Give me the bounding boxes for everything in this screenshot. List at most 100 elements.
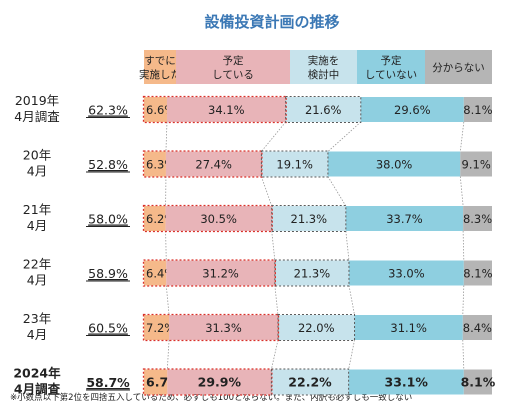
legend-box-1 <box>176 50 290 84</box>
data-label: 7.2% <box>146 321 175 335</box>
data-label: 8.3% <box>463 212 492 226</box>
data-label: 30.5% <box>200 212 237 226</box>
category-label-3-1: 4月 <box>27 273 47 288</box>
chart-title: 設備投資計画の推移 <box>204 13 339 31</box>
connector-line-4-2 <box>270 339 279 370</box>
data-label: 9.1% <box>462 158 491 172</box>
bar-segment <box>327 151 461 177</box>
bar-segment <box>463 206 492 231</box>
bar-segment <box>345 206 464 231</box>
data-label: 19.1% <box>276 158 313 172</box>
legend-box-4 <box>425 50 492 84</box>
bar-segment <box>360 97 464 122</box>
connector-line-4-1 <box>166 339 170 370</box>
data-label: 22.0% <box>298 321 335 335</box>
connector-line-2-4 <box>462 230 465 261</box>
bar-segment <box>460 151 492 177</box>
category-label-2-0: 21年 <box>23 202 51 217</box>
connector-line-2-1 <box>165 230 167 261</box>
bar-segment <box>261 151 328 177</box>
plan-total-label: 58.0% <box>88 212 128 227</box>
category-label-1-1: 4月 <box>27 164 47 179</box>
legend-label-1-1: している <box>212 69 254 81</box>
legend-label-1-0: 予定 <box>223 54 244 67</box>
category-label-1-0: 20年 <box>23 148 51 163</box>
connector-line-3-4 <box>462 285 465 316</box>
legend-box-3 <box>357 50 425 84</box>
bar-segment <box>348 260 464 286</box>
connector-line-3-3 <box>348 285 355 316</box>
connector-line-3-1 <box>165 285 170 316</box>
connector-line-0-3 <box>327 121 362 152</box>
data-label: 31.2% <box>202 267 239 281</box>
bar-segment <box>144 206 166 231</box>
bar-segment <box>167 369 272 395</box>
bar-segment <box>165 151 262 177</box>
data-label: 33.7% <box>386 212 423 226</box>
planned-outline <box>142 95 287 124</box>
bar-segment <box>144 315 170 340</box>
legend-label-3-0: 予定 <box>381 54 402 67</box>
planned-outline <box>142 204 273 233</box>
considering-outline <box>274 259 350 287</box>
data-label: 34.1% <box>208 103 245 117</box>
bar-segment <box>463 369 492 395</box>
legend-label-2-0: 実施を <box>308 54 340 67</box>
bar-segment <box>274 260 349 286</box>
connector-line-1-3 <box>327 176 347 207</box>
connector-line-1-2 <box>261 176 273 207</box>
data-label: 29.6% <box>394 103 431 117</box>
data-label: 21.6% <box>305 103 342 117</box>
category-label-2-1: 4月 <box>27 218 47 233</box>
bar-segment <box>166 260 275 286</box>
data-label: 29.9% <box>198 375 242 390</box>
data-label: 38.0% <box>376 158 413 172</box>
connector-line-2-3 <box>345 230 350 261</box>
plan-total-label: 58.9% <box>88 266 128 281</box>
legend-box-0 <box>144 50 176 84</box>
plan-total-label: 52.8% <box>88 157 128 172</box>
bar-segment <box>348 369 464 395</box>
category-label-0-1: 4月調査 <box>14 109 60 124</box>
data-label: 8.1% <box>463 103 492 117</box>
bar-segment <box>271 206 346 231</box>
data-label: 31.3% <box>205 321 242 335</box>
legend-label-3-1: していない <box>365 69 417 81</box>
bar-segment <box>165 206 272 231</box>
bar-segment <box>144 260 167 286</box>
bar-segment <box>277 315 355 340</box>
data-label: 21.3% <box>291 212 328 226</box>
bar-segment <box>144 151 166 177</box>
chart-footnote: ※小数点以下第2位を四捨五入しているため、必ずしも100とならない。また、内訳も… <box>10 392 412 403</box>
data-label: 8.1% <box>461 375 496 390</box>
data-label: 22.2% <box>288 375 332 390</box>
legend-label-2-1: 検討中 <box>308 68 340 81</box>
connector-line-0-4 <box>459 121 465 152</box>
data-label: 31.1% <box>390 321 427 335</box>
bar-segment <box>169 315 278 340</box>
data-label: 27.4% <box>195 158 232 172</box>
bar-segment <box>463 97 492 122</box>
considering-outline <box>270 368 350 396</box>
category-label-5-0: 2024年 <box>13 366 61 381</box>
connector-line-3-2 <box>274 285 279 316</box>
bar-segment <box>463 260 492 286</box>
connector-line-0-2 <box>261 121 286 152</box>
bar-segment <box>166 97 286 122</box>
bar-segment <box>144 97 167 122</box>
connector-line-4-3 <box>348 339 355 370</box>
data-label: 8.4% <box>463 321 492 335</box>
bar-segment <box>285 97 361 122</box>
considering-outline <box>277 314 356 341</box>
data-label: 33.1% <box>385 375 429 390</box>
bar-segment <box>462 315 492 340</box>
bar-segment <box>271 369 349 395</box>
considering-outline <box>285 96 362 123</box>
legend-label-4: 分からない <box>432 62 485 74</box>
bar-segment <box>354 315 463 340</box>
category-label-0-0: 2019年 <box>15 93 59 108</box>
plan-total-label: 62.3% <box>88 103 128 118</box>
connector-line-4-4 <box>462 339 465 370</box>
legend-box-2 <box>290 50 357 84</box>
